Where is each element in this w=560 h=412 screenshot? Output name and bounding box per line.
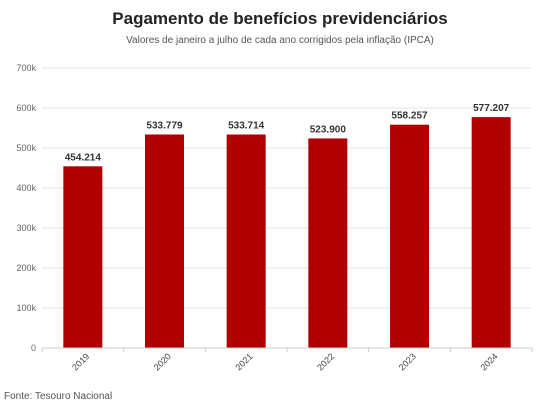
- y-tick-label: 100k: [16, 303, 36, 313]
- bar: [308, 138, 348, 348]
- x-axis: 2019 2020 2021 2022 2023 2024: [41, 347, 533, 372]
- bar: [63, 166, 103, 348]
- bar: [226, 134, 266, 348]
- bars: [63, 117, 511, 348]
- data-label: 558.257: [391, 111, 428, 122]
- x-tick-label: 2023: [397, 351, 418, 372]
- data-labels: 454.214 533.779 533.714 523.900 558.257 577.2…: [65, 103, 510, 163]
- y-tick-label: 400k: [16, 183, 36, 193]
- y-tick-label: 300k: [16, 223, 36, 233]
- data-label: 533.779: [146, 120, 183, 131]
- x-tick-label: 2024: [478, 351, 499, 372]
- y-tick-label: 0: [31, 343, 36, 353]
- y-tick-label: 200k: [16, 263, 36, 273]
- y-tick-label: 500k: [16, 143, 36, 153]
- x-tick-label: 2022: [315, 351, 336, 372]
- data-label: 577.207: [473, 103, 510, 114]
- x-tick-label: 2020: [152, 351, 173, 372]
- gridlines: [42, 67, 532, 349]
- bar: [145, 134, 184, 348]
- x-tick-label: 2021: [233, 351, 254, 372]
- chart-title: Pagamento de benefícios previdenciários: [112, 9, 448, 28]
- data-label: 533.714: [228, 121, 265, 132]
- chart-subtitle: Valores de janeiro a julho de cada ano c…: [126, 35, 434, 46]
- x-tick-label: 2019: [70, 351, 91, 372]
- y-tick-label: 600k: [16, 103, 36, 113]
- bar: [471, 117, 511, 348]
- y-axis: 0 100k 200k 300k 400k 500k 600k 700k: [16, 63, 36, 353]
- data-label: 454.214: [65, 152, 102, 163]
- y-tick-label: 700k: [16, 63, 36, 73]
- data-label: 523.900: [310, 124, 347, 135]
- source-note: Fonte: Tesouro Nacional: [4, 391, 113, 402]
- bar: [390, 124, 429, 348]
